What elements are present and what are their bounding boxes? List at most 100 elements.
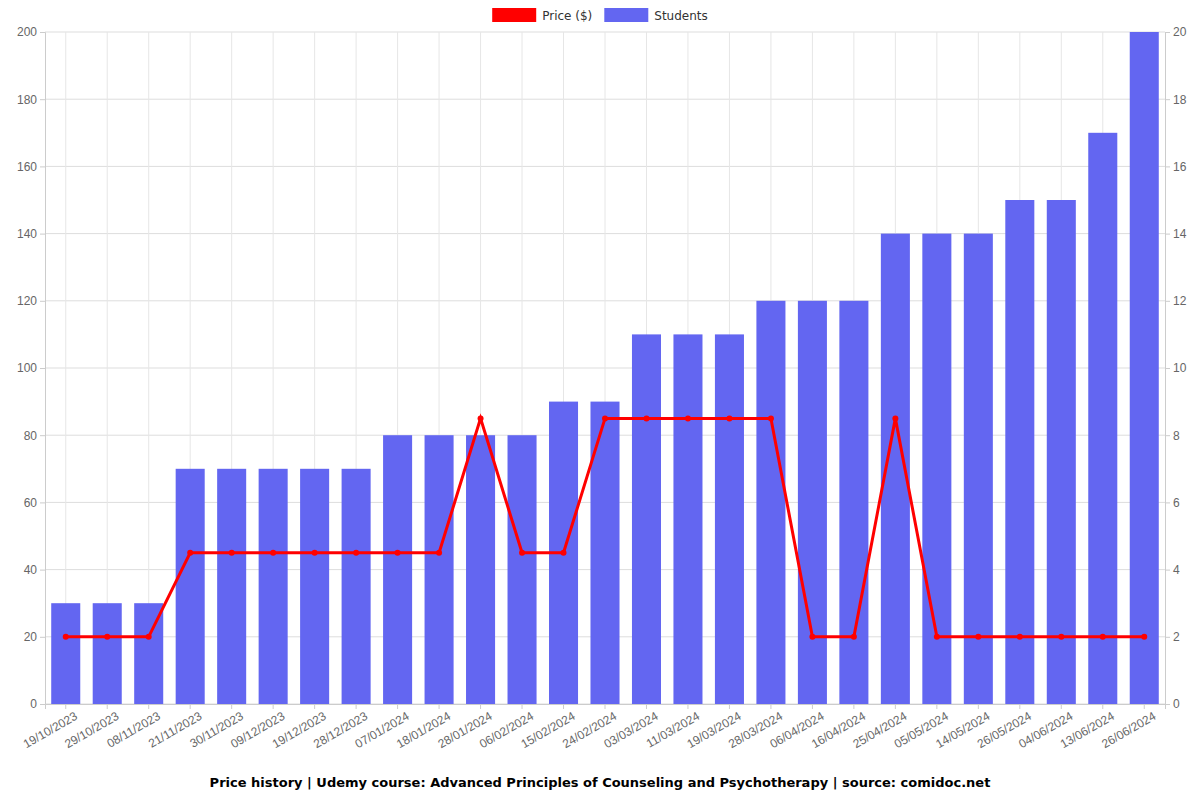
y-axis: 020406080100120140160180200 bbox=[17, 25, 46, 711]
marker bbox=[312, 550, 318, 556]
tick: 0 bbox=[30, 697, 45, 711]
tick-mark bbox=[729, 704, 730, 709]
tick: 8 bbox=[1165, 429, 1180, 443]
tick-mark bbox=[40, 166, 45, 167]
tick-mark bbox=[646, 704, 647, 709]
marker bbox=[809, 634, 815, 640]
tick-mark bbox=[40, 570, 45, 571]
tick-mark bbox=[853, 704, 854, 709]
legend-swatch bbox=[604, 8, 648, 22]
bar bbox=[1047, 200, 1076, 704]
tick-label: 80 bbox=[24, 429, 38, 443]
bar bbox=[259, 469, 288, 704]
bar bbox=[466, 435, 495, 704]
legend-label: Price ($) bbox=[542, 9, 592, 23]
tick-mark bbox=[1165, 166, 1170, 167]
bar bbox=[632, 334, 661, 704]
bar bbox=[798, 301, 827, 704]
tick-mark bbox=[40, 368, 45, 369]
marker bbox=[726, 415, 732, 421]
tick-mark bbox=[190, 704, 191, 709]
tick-label: 16 bbox=[1173, 160, 1187, 174]
chart: 0204060801001201401601802000246810121416… bbox=[0, 0, 1200, 800]
tick-mark bbox=[107, 704, 108, 709]
bar bbox=[425, 435, 454, 704]
tick-mark bbox=[273, 704, 274, 709]
tick: 12 bbox=[1165, 294, 1187, 308]
bar bbox=[839, 301, 868, 704]
tick-mark bbox=[1165, 502, 1170, 503]
tick-label: 20 bbox=[24, 630, 38, 644]
bar bbox=[673, 334, 702, 704]
tick-label: 2 bbox=[1173, 630, 1180, 644]
title: Price history | Udemy course: Advanced P… bbox=[210, 775, 991, 790]
tick: 6 bbox=[1165, 496, 1180, 510]
tick-label: 18 bbox=[1173, 93, 1187, 107]
marker bbox=[892, 415, 898, 421]
tick-mark bbox=[1061, 704, 1062, 709]
axis-line bbox=[40, 33, 46, 705]
tick-mark bbox=[439, 704, 440, 709]
tick-mark bbox=[40, 301, 45, 302]
marker bbox=[270, 550, 276, 556]
tick-mark bbox=[40, 637, 45, 638]
marker bbox=[1017, 634, 1023, 640]
tick-mark bbox=[563, 704, 564, 709]
tick-label: 6 bbox=[1173, 496, 1180, 510]
tick: 2 bbox=[1165, 630, 1180, 644]
tick-mark bbox=[1165, 32, 1170, 33]
bar bbox=[1088, 133, 1117, 704]
axis-line bbox=[46, 705, 1166, 710]
marker bbox=[395, 550, 401, 556]
tick-mark bbox=[40, 32, 45, 33]
axis-line bbox=[1166, 33, 1171, 705]
marker bbox=[146, 634, 152, 640]
tick-label: 0 bbox=[30, 697, 37, 711]
tick-mark bbox=[978, 704, 979, 709]
tick-mark bbox=[1165, 368, 1170, 369]
plot-area bbox=[51, 32, 1159, 704]
legend-item: Students bbox=[604, 8, 708, 23]
tick-mark bbox=[356, 704, 357, 709]
legend-item: Price ($) bbox=[492, 8, 592, 23]
tick: 160 bbox=[17, 160, 45, 174]
marker bbox=[561, 550, 567, 556]
tick-label: 100 bbox=[17, 361, 37, 375]
tick: 0 bbox=[1165, 697, 1180, 711]
tick-mark bbox=[40, 704, 45, 705]
tick-mark bbox=[1165, 570, 1170, 571]
tick-label: 180 bbox=[17, 93, 37, 107]
line bbox=[66, 418, 1145, 636]
legend: Price ($) Students bbox=[492, 8, 708, 23]
marker bbox=[478, 415, 484, 421]
bar bbox=[1005, 200, 1034, 704]
marker bbox=[851, 634, 857, 640]
tick-mark bbox=[65, 704, 66, 709]
tick-label: 8 bbox=[1173, 429, 1180, 443]
bar bbox=[508, 435, 537, 704]
tick-mark bbox=[1165, 435, 1170, 436]
tick-mark bbox=[605, 704, 606, 709]
tick: 140 bbox=[17, 227, 45, 241]
tick-label: 160 bbox=[17, 160, 37, 174]
tick-label: 140 bbox=[17, 227, 37, 241]
tick-mark bbox=[1165, 99, 1170, 100]
tick-mark bbox=[812, 704, 813, 709]
tick-label: 12 bbox=[1173, 294, 1187, 308]
bar bbox=[964, 234, 993, 704]
tick: 14 bbox=[1165, 227, 1187, 241]
tick-mark bbox=[936, 704, 937, 709]
tick-mark bbox=[40, 99, 45, 100]
bar bbox=[756, 301, 785, 704]
bar bbox=[1130, 32, 1159, 704]
tick: 180 bbox=[17, 93, 45, 107]
tick-mark bbox=[40, 435, 45, 436]
tick-mark bbox=[397, 704, 398, 709]
marker bbox=[602, 415, 608, 421]
marker bbox=[229, 550, 235, 556]
tick: 200 bbox=[17, 25, 45, 39]
tick-mark bbox=[231, 704, 232, 709]
tick-mark bbox=[770, 704, 771, 709]
grid bbox=[45, 32, 1165, 704]
tick-mark bbox=[687, 704, 688, 709]
